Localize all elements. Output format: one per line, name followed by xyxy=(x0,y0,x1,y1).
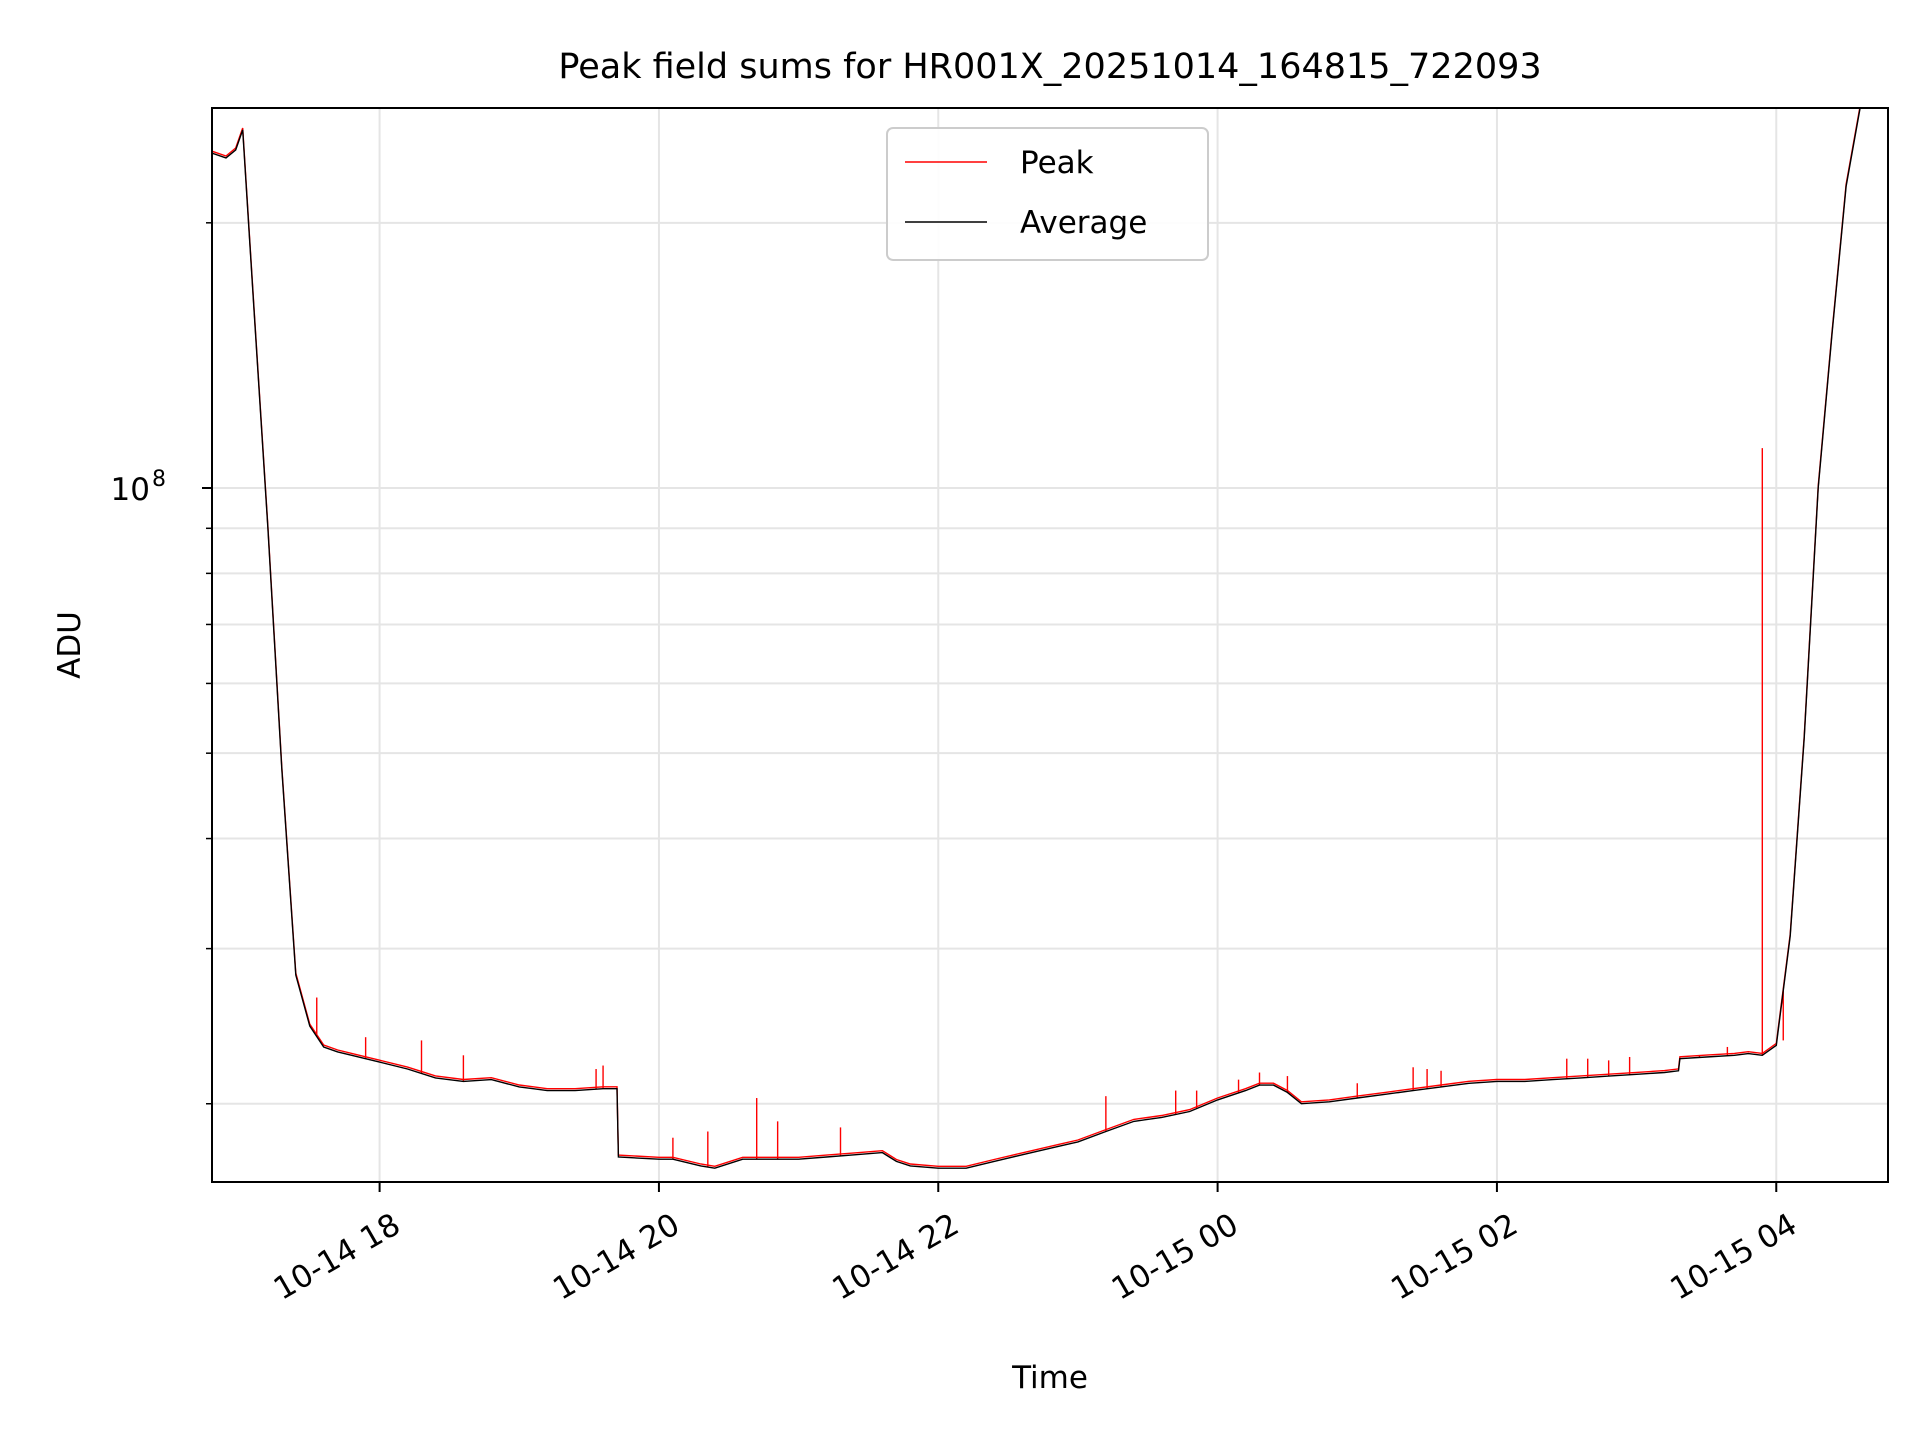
legend-box xyxy=(886,127,1209,261)
legend: Peak Average xyxy=(886,127,1209,261)
average-series-line xyxy=(212,108,1888,1169)
x-axis-label: Time xyxy=(1011,1360,1088,1396)
legend-peak-label: Peak xyxy=(1020,145,1094,181)
series-layer xyxy=(212,108,1888,1169)
plot-frame xyxy=(211,107,1889,1183)
legend-average-label: Average xyxy=(1020,205,1147,241)
y-axis-label: ADU xyxy=(52,611,88,679)
chart-title: Peak field sums for HR001X_20251014_1648… xyxy=(558,47,1541,87)
y-tick-label-base: 10 xyxy=(111,472,150,508)
y-tick-label-exponent: 8 xyxy=(152,467,166,492)
